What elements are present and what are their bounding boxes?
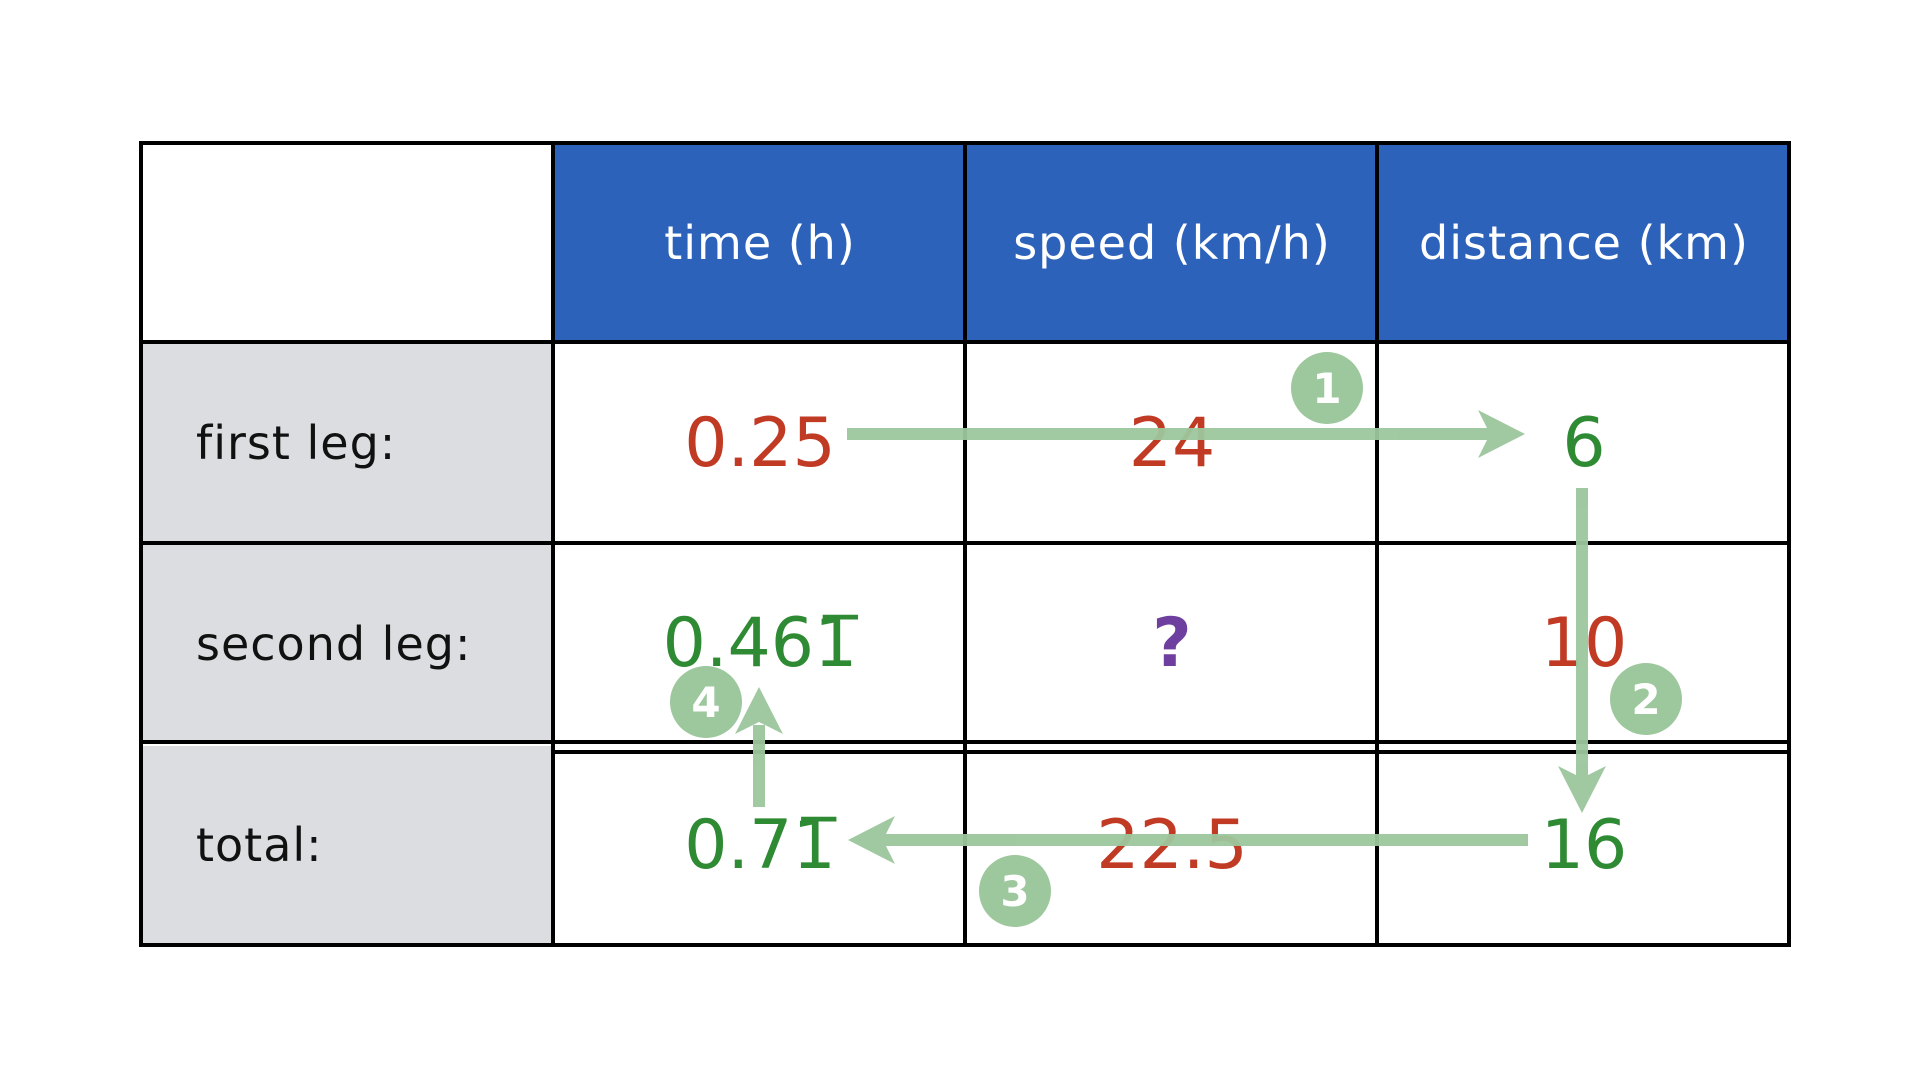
second-leg-speed: ? [1152,604,1192,683]
total-time: 0.71̅ [684,805,836,885]
step-arrows [735,410,1606,864]
total-distance: 16 [1540,805,1628,885]
arrow-2-shaft [1576,488,1588,778]
arrow-3-head [848,816,895,864]
arrow-4-shaft [753,725,765,807]
row-label-second-leg: second leg: [141,545,553,742]
header-speed: speed (km/h) [967,143,1377,342]
step-badge-2: 2 [1610,663,1682,735]
first-leg-distance: 6 [1562,403,1606,483]
step-badge-3: 3 [979,855,1051,927]
step-badge-1: 1 [1291,352,1363,424]
corner-cell [141,143,553,342]
arrow-1-head [1478,410,1525,458]
first-leg-speed: 24 [1128,403,1216,483]
header-time: time (h) [555,143,965,342]
arrow-1-shaft [847,428,1507,440]
step-badge-4: 4 [670,666,742,738]
header-distance: distance (km) [1379,143,1789,342]
arrow-4-head [735,687,783,734]
arrow-2-head [1558,766,1606,813]
table-grid [139,141,1791,947]
row-label-first-leg: first leg: [141,344,553,542]
row-label-total: total: [141,746,553,944]
first-leg-time: 0.25 [684,403,836,483]
arrow-3-shaft [878,834,1528,846]
